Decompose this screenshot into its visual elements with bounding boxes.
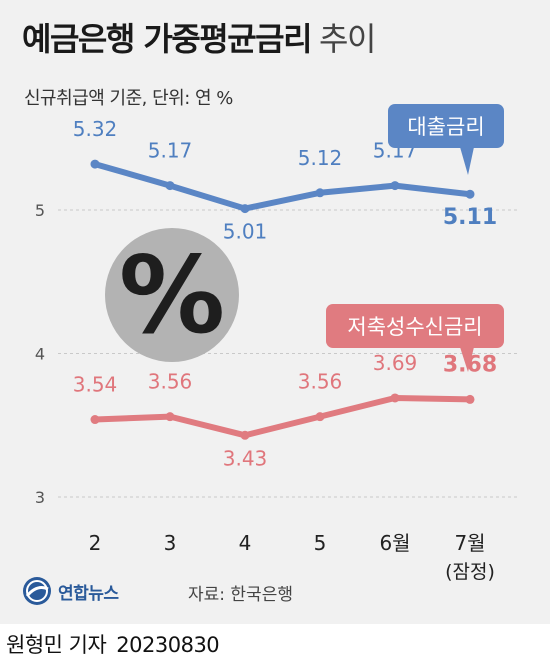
data-label: 3.43: [223, 446, 268, 470]
title-suffix: 추이: [319, 20, 376, 58]
agency-logo: 연합뉴스: [22, 576, 119, 606]
source-note: 자료: 한국은행: [188, 585, 293, 605]
legend-label-1: 저축성수신금리: [347, 315, 482, 339]
data-label: 3.56: [298, 370, 343, 394]
data-label: 5.01: [223, 220, 268, 244]
data-label: 3.69: [373, 351, 418, 375]
x-tick-label: 5: [314, 531, 327, 555]
percent-badge: [105, 228, 239, 362]
y-tick-label-3: 3: [35, 488, 45, 507]
legend-pointer-0: [460, 147, 474, 175]
x-tick-label: 7월: [454, 531, 485, 555]
legend-label-0: 대출금리: [407, 115, 484, 139]
data-point: [390, 393, 400, 403]
data-point: [465, 189, 475, 199]
chart-subtitle: 신규취급액 기준, 단위: 연 %: [24, 88, 233, 109]
y-tick-label-4: 4: [35, 345, 45, 364]
byline: 원형민 기자 20230830: [6, 629, 220, 659]
title-main: 예금은행 가중평균금리: [22, 20, 313, 58]
legend-pointer-1: [460, 347, 474, 372]
byline-name: 원형민 기자: [6, 633, 107, 657]
series-line-0: [92, 161, 473, 212]
data-point: [165, 181, 175, 191]
data-label: 5.12: [298, 146, 343, 170]
data-point: [315, 188, 325, 198]
byline-bar: [0, 624, 550, 665]
data-point: [315, 412, 325, 422]
logo-text: 연합뉴스: [58, 583, 119, 604]
percent-icon: %: [119, 234, 225, 357]
data-label: 3.54: [73, 373, 118, 397]
x-tick-label: 2: [89, 531, 102, 555]
data-point: [390, 181, 400, 191]
data-label: 5.11: [443, 205, 497, 230]
x-tick-label: 3: [164, 531, 177, 555]
y-tick-label-5: 5: [35, 201, 45, 220]
legend-box-0: [388, 104, 504, 148]
x-tick-sublabel: (잠정): [445, 561, 495, 583]
data-point: [240, 430, 250, 440]
data-point: [165, 412, 175, 422]
data-label: 3.56: [148, 370, 193, 394]
yonhap-logo-icon: [23, 577, 51, 605]
data-point: [90, 415, 100, 425]
data-point: [240, 204, 250, 214]
page-title: 예금은행 가중평균금리 추이: [22, 14, 376, 60]
line-chart: 543%5.325.175.015.12 5.175.113.54 3.563.43…: [35, 104, 520, 583]
legend-box-1: [326, 304, 504, 348]
x-tick-label: 4: [239, 531, 252, 555]
data-label: 5.32: [73, 117, 118, 141]
byline-date: 20230830: [116, 633, 220, 657]
x-tick-label: 6월: [379, 531, 410, 555]
series-line-1: [92, 394, 473, 439]
data-label: 5.17: [148, 139, 193, 163]
data-point: [465, 394, 475, 404]
data-point: [90, 159, 100, 169]
